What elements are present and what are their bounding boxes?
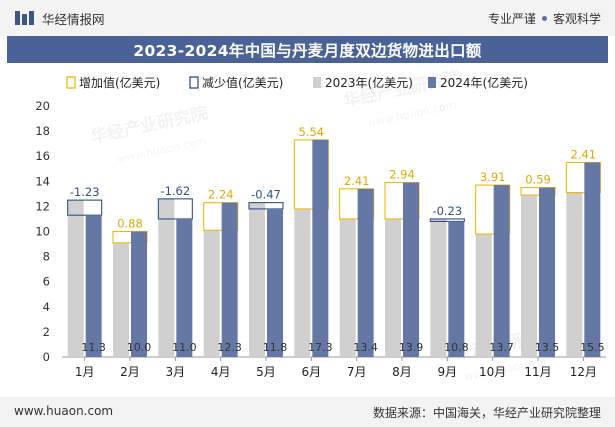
- bar-2023: [113, 242, 129, 357]
- bar-2024: [312, 139, 329, 357]
- y-tick-label: 10: [35, 225, 50, 239]
- bar-2023: [566, 192, 583, 357]
- top-bar: 华经情报网 专业严谨 客观科学: [0, 0, 615, 36]
- decrease-box: [157, 198, 193, 220]
- x-tick-label: 8月: [392, 365, 412, 379]
- x-tick-label: 3月: [166, 365, 186, 379]
- tagline-dot-icon: [541, 16, 547, 21]
- brand-name: 华经情报网: [42, 11, 105, 27]
- bar-2023: [430, 218, 447, 357]
- legend-increase-label: 增加值(亿美元): [79, 75, 160, 90]
- bar-2023: [67, 200, 84, 357]
- tagline: 专业严谨 客观科学: [488, 10, 601, 27]
- tagline-right: 客观科学: [552, 12, 601, 26]
- value-label-2024: 17.3: [308, 341, 333, 354]
- change-label: 0.59: [525, 173, 551, 187]
- legend-2024-swatch: [428, 77, 436, 88]
- bar-2024: [85, 215, 102, 357]
- x-tick-label: 10月: [479, 365, 506, 379]
- value-label-2024: 10.0: [127, 341, 152, 354]
- value-label-2024: 11.8: [263, 341, 288, 354]
- y-tick-label: 2: [43, 325, 50, 339]
- bar-2024: [267, 208, 283, 357]
- bar-2024: [539, 187, 555, 357]
- decrease-box: [429, 218, 465, 223]
- bar-2024: [131, 231, 147, 357]
- x-tick-label: 2月: [120, 365, 140, 379]
- value-label-2024: 13.7: [489, 341, 514, 354]
- bar-2024: [584, 162, 601, 357]
- chart: 华经产业研究院www.huaon.com华经产业研究院www.huaon.com…: [35, 67, 606, 384]
- change-label: 0.88: [117, 217, 143, 231]
- y-tick-label: 8: [43, 250, 50, 264]
- x-tick-label: 1月: [75, 365, 95, 379]
- x-tick-label: 9月: [438, 365, 458, 379]
- value-label-2024: 10.8: [444, 341, 469, 354]
- change-label: 5.54: [299, 125, 325, 139]
- legend-2024-label: 2024年(亿美元): [440, 75, 528, 90]
- change-label: 2.41: [344, 174, 370, 188]
- y-tick-label: 18: [35, 124, 50, 138]
- bar-2024: [176, 218, 193, 357]
- decrease-box: [67, 199, 103, 216]
- change-label: -0.47: [251, 188, 281, 202]
- x-tick-label: 6月: [302, 365, 322, 379]
- change-label: 2.94: [389, 168, 415, 182]
- legend-increase-swatch: [66, 76, 76, 89]
- legend-2023-label: 2023年(亿美元): [325, 75, 413, 90]
- y-tick-label: 14: [35, 174, 50, 188]
- bar-2023: [385, 218, 401, 357]
- bar-2024: [448, 221, 465, 357]
- legend-decrease-label: 减少值(亿美元): [202, 75, 283, 90]
- x-tick-label: 12月: [570, 365, 597, 379]
- bar-2024: [221, 202, 238, 357]
- decrease-box: [248, 202, 284, 210]
- bottom-bar: www.huaon.com 数据来源：中国海关，华经产业研究院整理: [0, 397, 615, 427]
- change-label: 2.41: [571, 147, 597, 161]
- x-tick-label: 11月: [524, 365, 551, 379]
- tagline-left: 专业严谨: [487, 12, 536, 26]
- change-label: -1.23: [70, 185, 100, 199]
- change-label: -0.23: [432, 204, 462, 218]
- value-label-2024: 13.9: [399, 341, 424, 354]
- y-tick-label: 20: [35, 99, 50, 113]
- x-tick-label: 4月: [211, 365, 231, 379]
- value-label-2024: 11.0: [172, 341, 197, 354]
- brand: 华经情报网: [14, 9, 105, 27]
- value-label-2024: 13.4: [353, 341, 378, 354]
- bar-2023: [249, 202, 265, 357]
- site-url: www.huaon.com: [14, 404, 114, 418]
- y-tick-label: 0: [43, 350, 50, 364]
- bar-2023: [294, 208, 311, 357]
- legend-2023-swatch: [313, 77, 321, 88]
- bar-2023: [158, 198, 175, 357]
- change-label: 2.24: [208, 188, 234, 202]
- bar-2023: [521, 195, 537, 357]
- bar-2024: [493, 185, 510, 357]
- bar-2023: [475, 234, 492, 357]
- huajing-logo-icon: [15, 11, 34, 25]
- x-tick-label: 5月: [256, 365, 276, 379]
- bar-2024: [357, 188, 374, 357]
- y-tick-label: 4: [43, 300, 50, 314]
- value-label-2024: 12.3: [217, 341, 242, 354]
- value-label-2024: 13.5: [535, 341, 560, 354]
- value-label-2024: 11.3: [81, 341, 106, 354]
- y-tick-label: 16: [35, 149, 50, 163]
- data-source: 数据来源：中国海关，华经产业研究院整理: [372, 406, 601, 420]
- bar-2023: [203, 230, 220, 357]
- x-tick-label: 7月: [347, 365, 367, 379]
- bar-2023: [339, 218, 356, 357]
- chart-title: 2023-2024年中国与丹麦月度双边货物进出口额: [7, 36, 608, 63]
- bar-2024: [403, 182, 419, 357]
- value-label-2024: 15.5: [580, 341, 605, 354]
- legend-decrease-swatch: [189, 76, 199, 89]
- change-label: -1.62: [160, 184, 190, 198]
- y-tick-label: 6: [43, 275, 50, 289]
- y-tick-label: 12: [35, 199, 50, 213]
- change-label: 3.91: [480, 170, 506, 184]
